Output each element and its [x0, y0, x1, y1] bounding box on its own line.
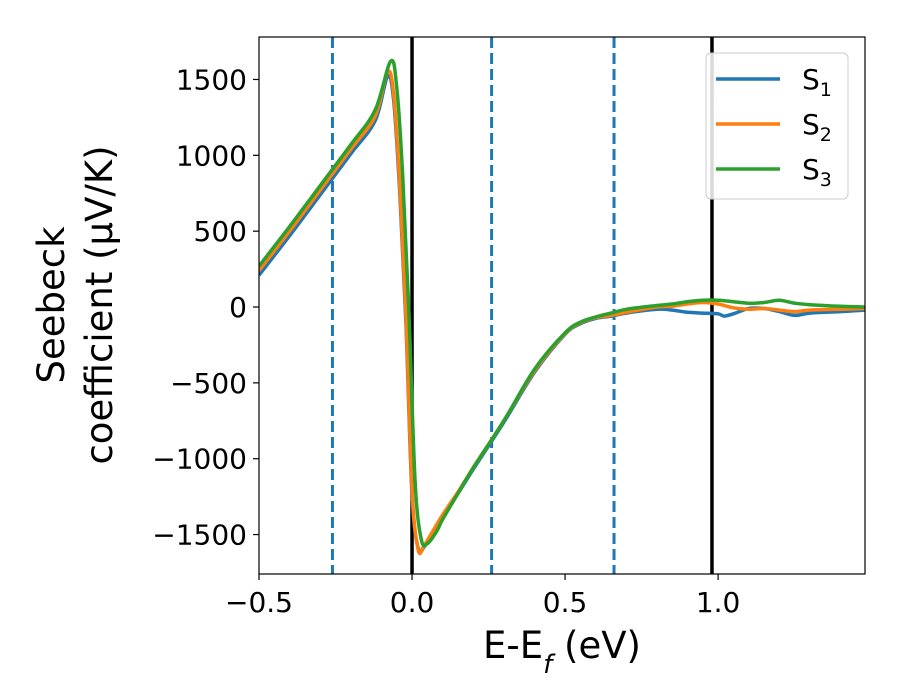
ticks-layer: −0.5 0.0 0.5 1.0 −1500 −1000 −500 0 500 1000 1500	[152, 63, 740, 619]
y-tick-label: 1500	[176, 63, 247, 96]
legend-label-s3: S3	[802, 153, 832, 191]
x-tick-label: 0.5	[543, 586, 588, 619]
legend-box	[705, 52, 849, 200]
plot-frame	[258, 36, 866, 575]
y-tick-label: −500	[170, 367, 247, 400]
y-tick-label: 500	[194, 215, 247, 248]
y-tick-label: −1500	[152, 519, 247, 552]
legend-label-s1: S1	[802, 63, 832, 101]
x-tick-label: 1.0	[696, 586, 741, 619]
series-layer	[259, 58, 865, 556]
x-axis-label: E-Ef (eV)	[483, 624, 641, 680]
y-axis-label-line2: coefficient (μV/K)	[78, 145, 121, 464]
x-tick-label: 0.0	[390, 586, 435, 619]
y-axis-label-line1: Seebeck	[30, 226, 73, 384]
y-axis-label: Seebeck coefficient (μV/K)	[30, 145, 121, 464]
x-tick-label: −0.5	[225, 586, 293, 619]
y-tick-label: 1000	[176, 139, 247, 172]
legend-label-s2: S2	[802, 108, 832, 146]
series-line-s3	[259, 58, 865, 548]
y-tick-label: 0	[229, 291, 247, 324]
y-tick-label: −1000	[152, 443, 247, 476]
legend: S1 S2 S3	[705, 52, 849, 200]
